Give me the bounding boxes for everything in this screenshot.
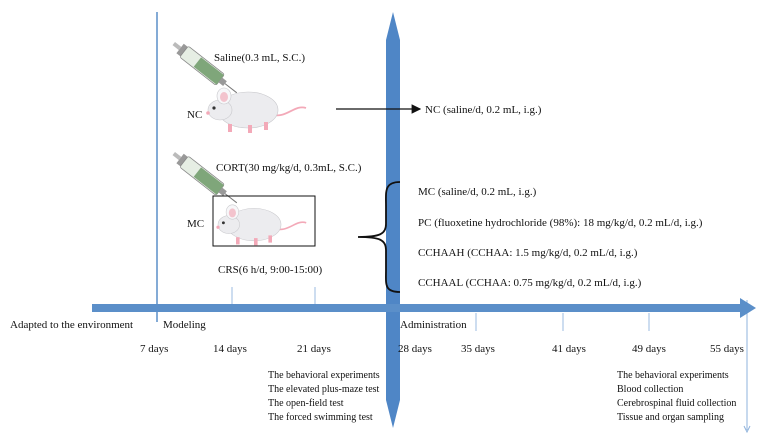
day-label: 7 days (140, 343, 168, 355)
day-label: 28 days (398, 343, 432, 355)
day-label: 41 days (552, 343, 586, 355)
day21-test-item: The forced swimming test (268, 412, 373, 423)
mc-injection-label: CORT(30 mg/kg/d, 0.3mL, S.C.) (216, 162, 362, 174)
nc-outcome-label: NC (saline/d, 0.2 mL, i.g.) (425, 104, 542, 116)
phase-administration-label: Administration (400, 319, 467, 331)
mc-stress-label: CRS(6 h/d, 9:00-15:00) (218, 264, 323, 276)
day-label: 55 days (710, 343, 744, 355)
day-label: 49 days (632, 343, 666, 355)
mouse-icon (206, 87, 307, 133)
mc-group-label: MC (187, 218, 204, 230)
mouse-icon (216, 204, 307, 246)
syringe-icon (172, 152, 238, 204)
timeline-arrow (92, 298, 756, 318)
administration-divider (386, 12, 400, 428)
day-label: 21 days (297, 343, 331, 355)
end-line-arrow-icon (743, 425, 751, 434)
phase-modeling-label: Modeling (163, 319, 206, 331)
phase-adapt-label: Adapted to the environment (10, 319, 133, 331)
day55-tests-title: The behavioral experiments (617, 370, 729, 381)
nc-group-label: NC (187, 109, 202, 121)
treatment-item: MC (saline/d, 0.2 mL, i.g.) (418, 186, 537, 198)
syringe-icon (172, 42, 238, 94)
day21-tests-title: The behavioral experiments (268, 370, 380, 381)
day21-test-item: The elevated plus-maze test (268, 384, 380, 395)
day-label: 14 days (213, 343, 247, 355)
day21-test-item: The open-field test (268, 398, 344, 409)
treatment-item: PC (fluoxetine hydrochloride (98%): 18 m… (418, 217, 703, 229)
day-label: 35 days (461, 343, 495, 355)
day55-test-item: Tissue and organ sampling (617, 412, 724, 423)
restraint-box (212, 195, 316, 247)
treatment-item: CCHAAL (CCHAA: 0.75 mg/kg/d, 0.2 mL/d, i… (418, 277, 642, 289)
treatment-item: CCHAAH (CCHAA: 1.5 mg/kg/d, 0.2 mL/d, i.… (418, 247, 638, 259)
nc-injection-label: Saline(0.3 mL, S.C.) (214, 52, 305, 64)
day55-test-item: Blood collection (617, 384, 683, 395)
timeline-ticks (231, 287, 650, 331)
day55-test-item: Cerebrospinal fluid collection (617, 398, 736, 409)
treatment-brace (357, 181, 401, 293)
